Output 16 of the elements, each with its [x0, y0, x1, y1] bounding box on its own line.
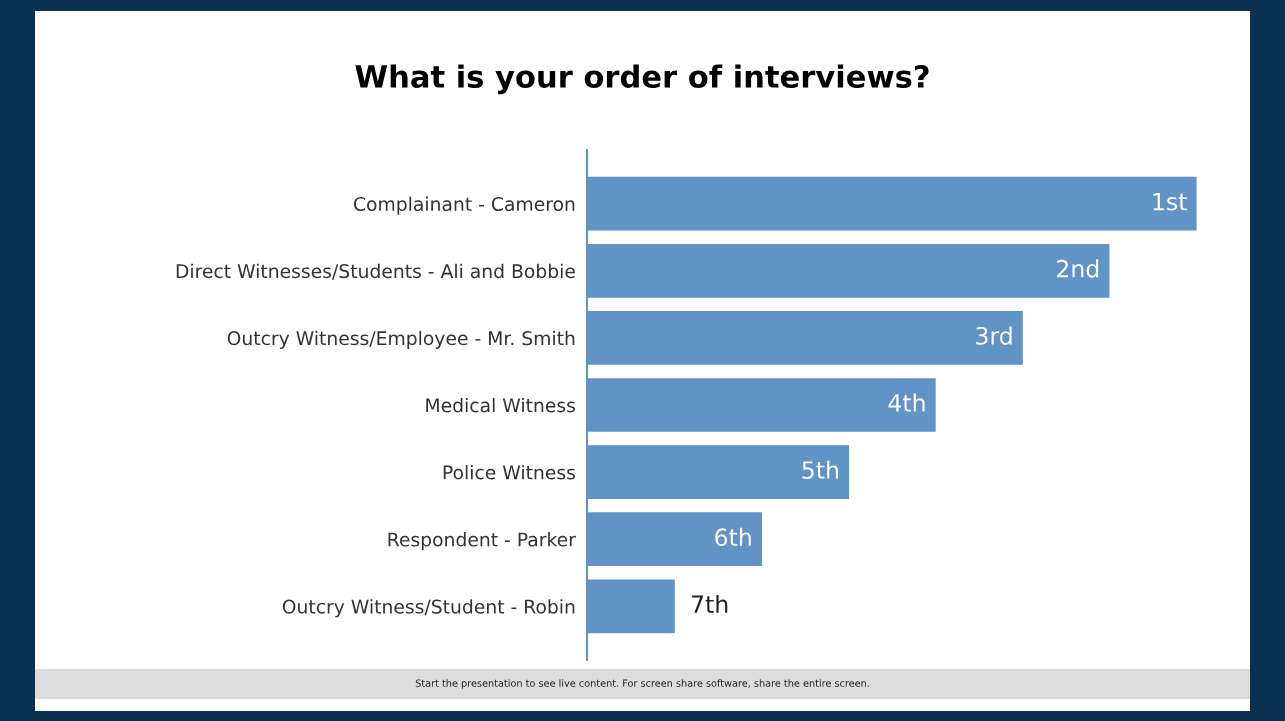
- y-tick-label: Police Witness: [443, 464, 575, 480]
- y-tick-label: Complainant - Cameron: [353, 196, 575, 215]
- annotation: 5th: [802, 460, 838, 479]
- y-tick-label: Medical Witness: [426, 397, 575, 413]
- annotation: 4th: [888, 393, 925, 412]
- chart-title: What is your order of interviews?: [355, 64, 929, 95]
- y-tick-label: Outcry Witness/Student - Robin: [282, 599, 575, 618]
- y-tick-label: Outcry Witness/Employee - Mr. Smith: [227, 330, 575, 349]
- y-tick-label: Direct Witnesses/Students - Ali and Bobbie: [176, 263, 575, 280]
- annotation: 6th: [715, 527, 751, 547]
- annotation: 1st: [1153, 192, 1187, 211]
- y-tick-label: Respondent - Parker: [388, 532, 576, 551]
- text: Start the presentation to see live content. For screen share software, share the entire screen.: [415, 679, 869, 689]
- annotation: 7th: [691, 594, 728, 613]
- annotation: 2nd: [1057, 259, 1099, 278]
- annotation: 3rd: [976, 326, 1012, 345]
